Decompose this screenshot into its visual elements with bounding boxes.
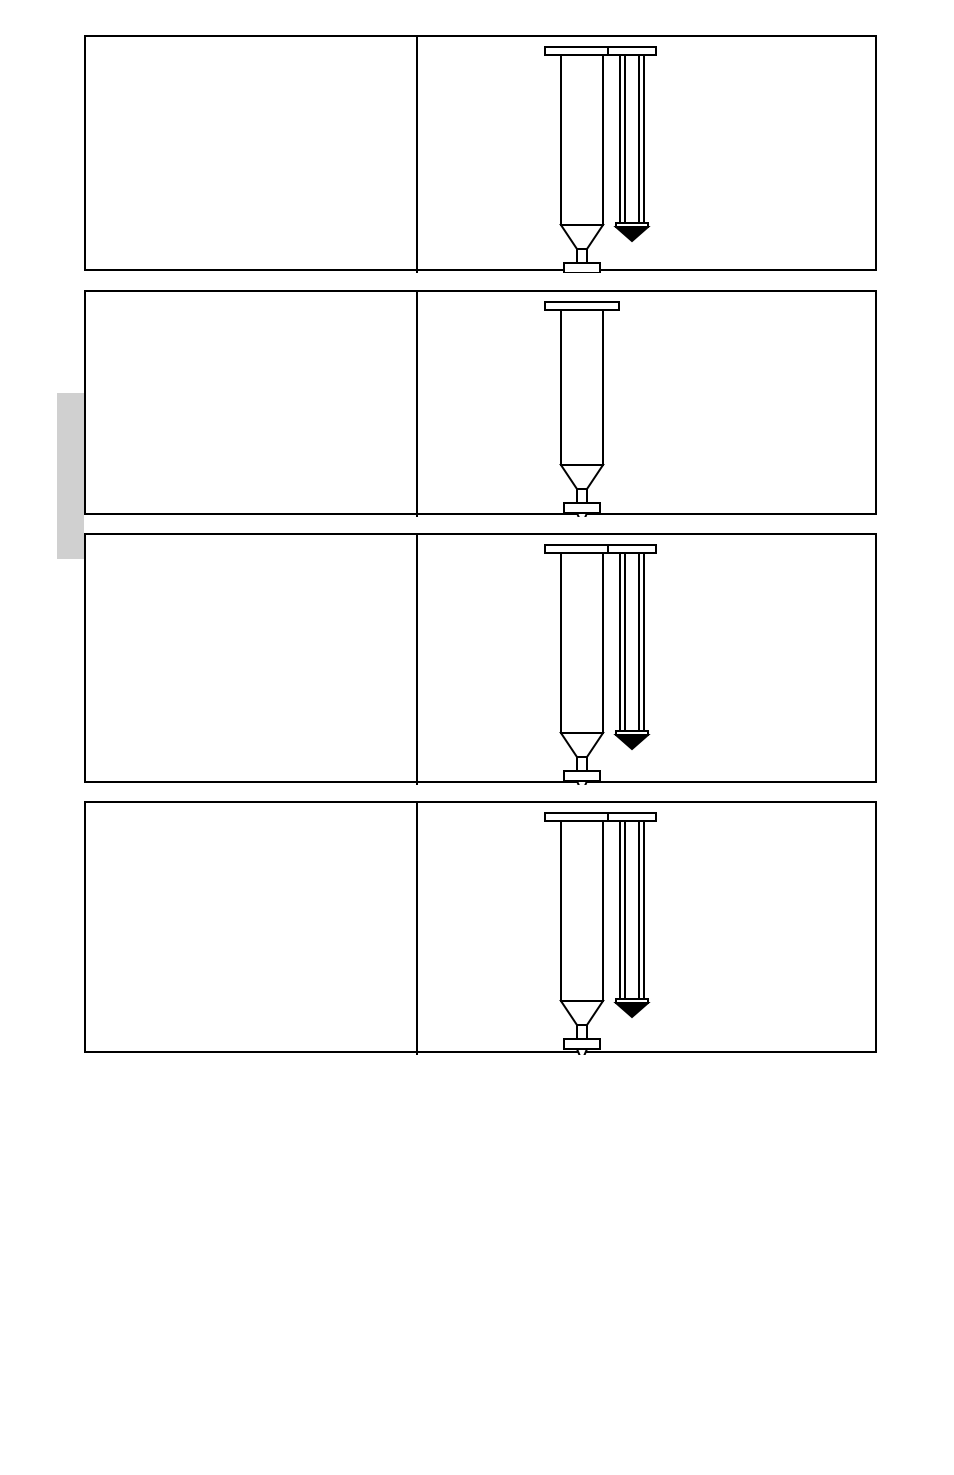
panel-3 <box>84 533 877 783</box>
panel-2 <box>84 290 877 515</box>
side-tab <box>57 393 84 559</box>
syringe-diagram <box>482 37 682 273</box>
panel-4 <box>84 801 877 1053</box>
page <box>0 0 954 1475</box>
panel-divider <box>416 292 418 517</box>
syringe-diagram <box>482 292 682 517</box>
syringe-diagram <box>482 803 682 1055</box>
panel-1 <box>84 35 877 271</box>
panel-divider <box>416 535 418 785</box>
syringe-diagram <box>482 535 682 785</box>
panel-divider <box>416 37 418 273</box>
panel-divider <box>416 803 418 1055</box>
